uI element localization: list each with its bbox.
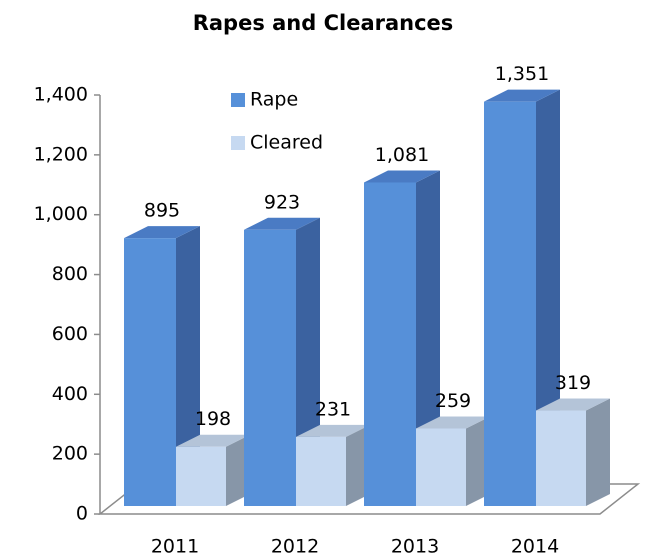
- bar-top: [244, 217, 320, 230]
- y-tick-label: 0: [76, 503, 88, 525]
- bar-top: [536, 398, 610, 411]
- bar-top: [416, 416, 490, 429]
- legend-label: Rape: [250, 89, 298, 111]
- bar: [244, 229, 296, 507]
- legend-swatch: [231, 136, 245, 150]
- bar-side: [586, 398, 610, 506]
- bar: [364, 182, 416, 506]
- bar-top: [364, 170, 440, 183]
- y-tick-label: 200: [52, 443, 88, 465]
- y-tick-label: 1,400: [34, 84, 88, 106]
- y-tick-label: 600: [52, 323, 88, 345]
- value-label: 1,351: [495, 63, 549, 85]
- bar-top: [484, 89, 560, 102]
- x-tick-label: 2011: [151, 536, 199, 558]
- bar-top: [124, 226, 200, 239]
- bar-top: [296, 424, 370, 437]
- bar: [416, 428, 466, 506]
- y-tick-label: 1,200: [34, 143, 88, 165]
- bar: [176, 446, 226, 506]
- bar-top: [176, 434, 250, 447]
- y-tick-label: 1,000: [34, 203, 88, 225]
- value-label: 923: [264, 191, 300, 213]
- y-tick-label: 800: [52, 263, 88, 285]
- bar: [484, 101, 536, 506]
- x-tick-label: 2013: [391, 536, 439, 558]
- legend-label: Cleared: [250, 132, 323, 154]
- value-label: 231: [315, 398, 351, 420]
- x-tick-label: 2012: [271, 536, 319, 558]
- bar: [536, 410, 586, 506]
- bar: [296, 436, 346, 506]
- x-tick-label: 2014: [511, 536, 559, 558]
- bar-side: [176, 226, 200, 506]
- y-tick-label: 400: [52, 383, 88, 405]
- legend-swatch: [231, 93, 245, 107]
- value-label: 319: [555, 372, 591, 394]
- chart-title: Rapes and Clearances: [193, 11, 454, 35]
- value-label: 198: [195, 408, 231, 430]
- value-label: 259: [435, 390, 471, 412]
- value-label: 1,081: [375, 144, 429, 166]
- bar: [124, 238, 176, 506]
- value-label: 895: [144, 200, 180, 222]
